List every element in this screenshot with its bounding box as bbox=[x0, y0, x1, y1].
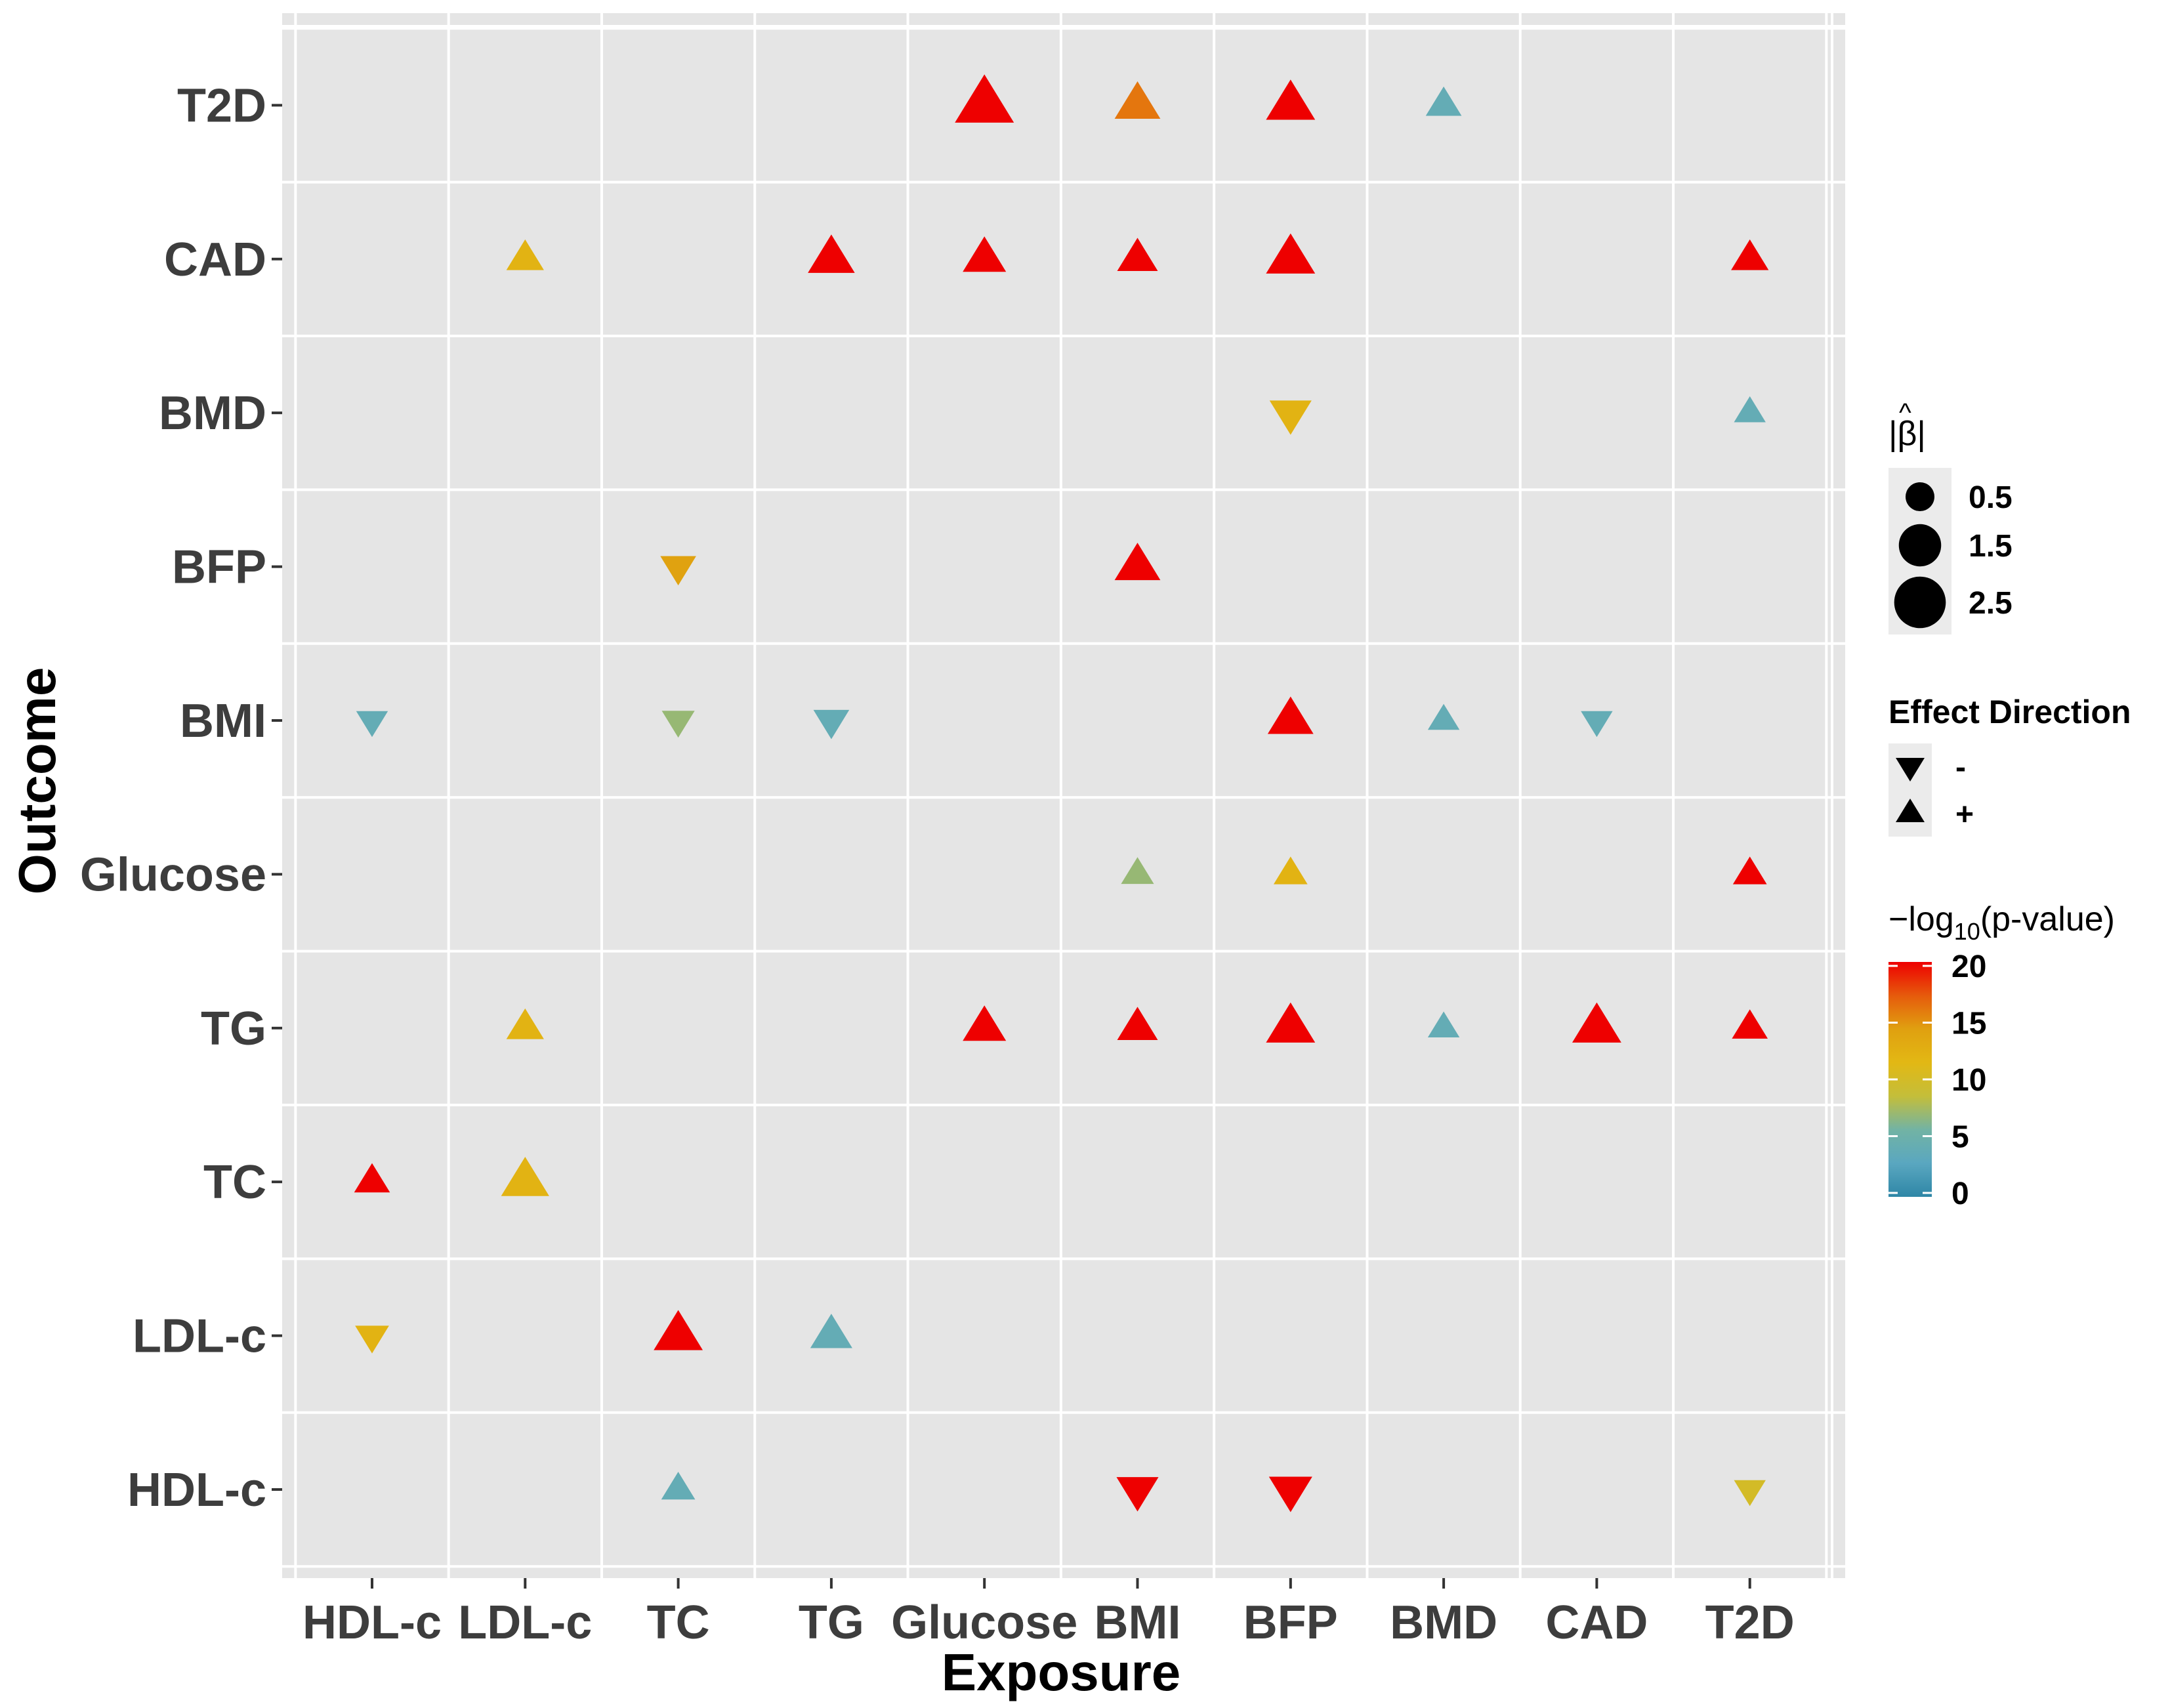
data-point bbox=[955, 74, 1014, 123]
data-point bbox=[1116, 1477, 1159, 1512]
data-point bbox=[1269, 400, 1312, 435]
x-tick-label: TG bbox=[799, 1596, 864, 1649]
colorbar-tick-label: 10 bbox=[1951, 1063, 1986, 1098]
data-point bbox=[1121, 857, 1154, 885]
size-legend-label: 2.5 bbox=[1969, 586, 2013, 621]
pvalue-legend-title-sub: 10 bbox=[1954, 918, 1980, 945]
size-legend-label: 1.5 bbox=[1969, 529, 2013, 564]
data-point bbox=[356, 711, 388, 738]
data-points bbox=[354, 74, 1769, 1512]
data-point bbox=[963, 236, 1007, 272]
direction-legend-keys: -+ bbox=[1896, 750, 1974, 832]
direction-legend-key bbox=[1896, 799, 1925, 822]
x-axis: HDL-c LDL-c TC TG Glucose BMI BFP BMD CAD T2D bbox=[303, 1578, 1795, 1649]
data-point bbox=[355, 1325, 389, 1354]
y-axis: HDL-c LDL-c TC TG Glucose BMI BFP BMD CAD T2D bbox=[80, 79, 282, 1516]
y-tick-label: Glucose bbox=[80, 848, 266, 901]
colorbar-tick-label: 15 bbox=[1951, 1007, 1986, 1041]
data-point bbox=[1427, 1011, 1460, 1038]
data-point bbox=[1425, 86, 1462, 116]
data-point bbox=[963, 1005, 1007, 1041]
data-point bbox=[506, 1008, 544, 1039]
size-legend-key bbox=[1894, 576, 1946, 629]
direction-legend-label: + bbox=[1955, 797, 1974, 832]
y-tick-label: TC bbox=[203, 1156, 266, 1209]
size-legend-key bbox=[1906, 482, 1934, 511]
y-tick-label: LDL-c bbox=[133, 1310, 266, 1363]
x-tick-label: Glucose bbox=[891, 1596, 1077, 1649]
data-point bbox=[661, 1471, 696, 1500]
x-tick-label: TC bbox=[647, 1596, 710, 1649]
y-axis-title: Outcome bbox=[8, 667, 66, 895]
data-point bbox=[813, 709, 850, 739]
size-legend: |β| ^ 0.5 1.5 2.5 bbox=[1888, 398, 2013, 635]
colorbar-tick-label: 5 bbox=[1951, 1120, 1969, 1155]
data-point bbox=[1266, 1002, 1316, 1043]
data-point bbox=[1427, 703, 1460, 730]
x-tick-label: T2D bbox=[1705, 1596, 1795, 1649]
plot-panel bbox=[282, 13, 1845, 1578]
data-point bbox=[1267, 696, 1314, 734]
pvalue-legend-title-suffix: (p-value) bbox=[1980, 900, 2115, 938]
data-point bbox=[501, 1156, 549, 1196]
data-point bbox=[810, 1314, 852, 1348]
data-point bbox=[1114, 81, 1161, 119]
data-point bbox=[1117, 238, 1158, 272]
y-tick-label: BMD bbox=[159, 387, 266, 440]
pvalue-legend-title: −log10(p-value) bbox=[1888, 900, 2115, 945]
colorbar-tick-label: 0 bbox=[1951, 1177, 1969, 1211]
grid-lines bbox=[282, 13, 1845, 1578]
x-axis-title: Exposure bbox=[942, 1643, 1181, 1701]
y-tick-label: T2D bbox=[177, 79, 266, 132]
pvalue-legend-ticks: 0 5 10 15 20 bbox=[1888, 949, 1986, 1211]
x-tick-label: BMD bbox=[1390, 1596, 1497, 1649]
data-point bbox=[1273, 856, 1308, 885]
data-point bbox=[1117, 1007, 1158, 1041]
direction-legend: Effect Direction -+ bbox=[1888, 694, 2131, 837]
data-point bbox=[1734, 1480, 1766, 1507]
x-tick-label: BMI bbox=[1095, 1596, 1181, 1649]
data-point bbox=[1732, 856, 1767, 885]
y-tick-label: BFP bbox=[172, 541, 266, 594]
y-tick-label: TG bbox=[201, 1003, 266, 1055]
data-point bbox=[1731, 239, 1769, 270]
x-tick-label: CAD bbox=[1545, 1596, 1648, 1649]
data-point bbox=[1581, 711, 1613, 738]
data-point bbox=[661, 711, 695, 738]
data-point bbox=[808, 234, 855, 273]
size-legend-title: |β| bbox=[1888, 415, 1926, 453]
size-legend-key bbox=[1898, 524, 1942, 567]
data-point bbox=[354, 1163, 390, 1193]
size-legend-title-hat: ^ bbox=[1899, 398, 1911, 427]
pvalue-legend-title-prefix: −log bbox=[1888, 900, 1954, 938]
data-point bbox=[1268, 1476, 1312, 1512]
y-tick-label: HDL-c bbox=[127, 1464, 266, 1516]
data-point bbox=[1266, 233, 1316, 274]
y-tick-label: BMI bbox=[180, 695, 266, 747]
x-tick-label: HDL-c bbox=[303, 1596, 442, 1649]
data-point bbox=[506, 239, 544, 270]
colorbar-tick-label: 20 bbox=[1951, 949, 1986, 984]
data-point bbox=[654, 1310, 703, 1350]
direction-legend-key bbox=[1896, 758, 1925, 781]
direction-legend-title: Effect Direction bbox=[1888, 694, 2131, 730]
data-point bbox=[1572, 1002, 1621, 1043]
direction-legend-label: - bbox=[1955, 750, 1966, 785]
size-legend-label: 0.5 bbox=[1969, 480, 2013, 515]
data-point bbox=[1734, 396, 1766, 423]
x-tick-label: LDL-c bbox=[458, 1596, 592, 1649]
data-point bbox=[1732, 1009, 1768, 1039]
x-tick-label: BFP bbox=[1243, 1596, 1338, 1649]
y-tick-label: CAD bbox=[164, 234, 266, 286]
data-point bbox=[660, 556, 696, 586]
direction-legend-key-bg bbox=[1888, 743, 1932, 837]
data-point bbox=[1114, 543, 1161, 581]
data-point bbox=[1266, 79, 1316, 120]
size-legend-keys: 0.5 1.5 2.5 bbox=[1894, 480, 2013, 629]
